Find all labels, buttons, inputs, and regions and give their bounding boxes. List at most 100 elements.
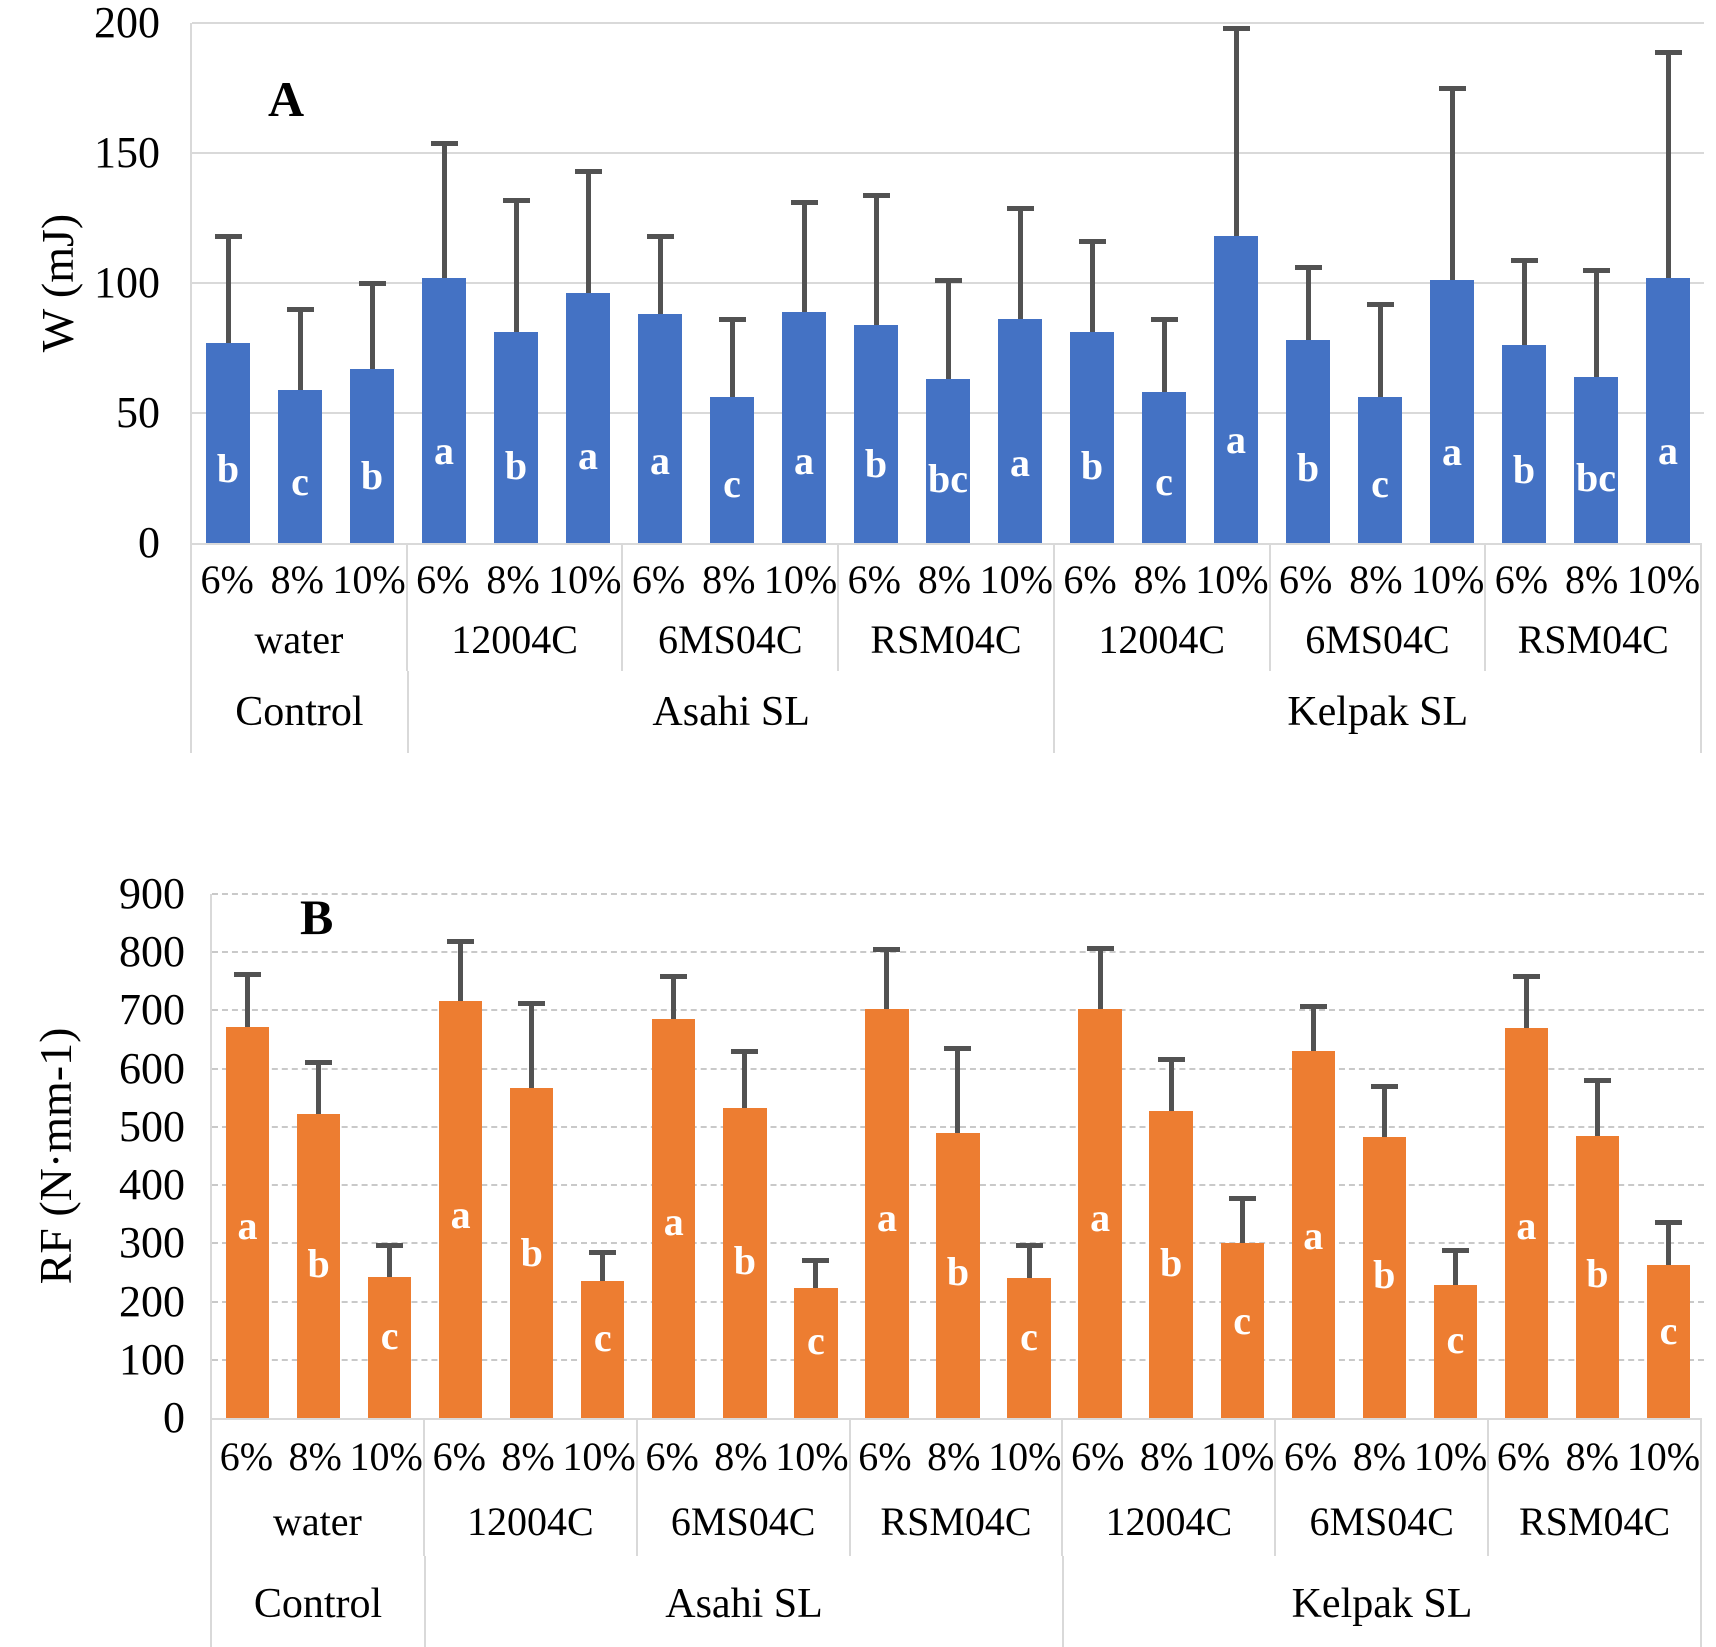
error-bar xyxy=(646,234,674,315)
error-bar-cap xyxy=(1582,268,1610,274)
group-label-row: Control Asahi SL Kelpak SL xyxy=(210,1556,1702,1647)
significance-letter: b xyxy=(360,452,384,498)
bar: b xyxy=(723,1107,767,1418)
significance-letter: b xyxy=(1296,445,1320,491)
dose-labels-cell: 6% 8% 10% xyxy=(848,1420,1061,1486)
bar-slot: a xyxy=(1065,894,1136,1418)
dose-label: 8% xyxy=(1565,1433,1619,1479)
bar-slot: b xyxy=(1136,894,1207,1418)
significance-letter: c xyxy=(723,460,741,506)
bar-slot: a xyxy=(624,23,696,543)
significance-letter: a xyxy=(1226,417,1246,463)
group-label: Control xyxy=(210,1556,424,1647)
error-bar-cap xyxy=(1006,205,1034,211)
error-bar-cap xyxy=(589,1250,617,1256)
error-bar xyxy=(305,1059,333,1114)
significance-letter: a xyxy=(237,1202,258,1248)
group-label: Kelpak SL xyxy=(1053,671,1703,753)
chart-panel-a: A W (mJ) 0 50 100 150 200 b c b a b a a c a b bc a b c a b c… xyxy=(0,0,1716,753)
error-bar-cap xyxy=(862,192,890,198)
significance-letter: c xyxy=(1446,1316,1465,1362)
bar-slot: bc xyxy=(1560,23,1632,543)
dose-label: 6% xyxy=(645,1433,699,1479)
bar: a xyxy=(1646,277,1690,543)
y-tick-label: 900 xyxy=(119,869,185,918)
error-bar-cap xyxy=(1086,945,1114,951)
bar: b xyxy=(494,332,538,543)
treatment-label: 6MS04C xyxy=(1274,1486,1487,1556)
bar-slot: c xyxy=(1420,894,1491,1418)
dose-label: 10% xyxy=(548,556,622,602)
error-bar-cap xyxy=(518,1001,546,1007)
bar: b xyxy=(206,342,250,543)
error-bar xyxy=(358,281,386,369)
dose-label: 8% xyxy=(1133,556,1187,602)
error-bar-cap xyxy=(1294,265,1322,271)
plot-area-a: b c b a b a a c a b bc a b c a b c a b bc a xyxy=(190,22,1704,543)
significance-letter: a xyxy=(876,1194,897,1240)
dose-label: 6% xyxy=(1071,1433,1125,1479)
error-bar-cap xyxy=(731,1049,759,1055)
group-label: Kelpak SL xyxy=(1062,1556,1702,1647)
dose-label: 6% xyxy=(1063,556,1117,602)
significance-letter: c xyxy=(593,1314,612,1360)
y-tick-label: 700 xyxy=(119,985,185,1035)
treatment-label: 12004C xyxy=(405,607,622,671)
bars-row: a b c a b c a b c a b c a b c a b c a b c xyxy=(212,894,1704,1418)
chart-panel-b: B RF (N·mm-1) 0 100 200 300 400 500 600 700 800 9… xyxy=(0,870,1716,1647)
treatment-label-row: water 12004C 6MS04C RSM04C 12004C 6MS04C RSM04… xyxy=(190,607,1703,671)
bar-slot: c xyxy=(994,894,1065,1418)
error-bar xyxy=(862,192,890,325)
bar-slot: b xyxy=(1272,23,1344,543)
x-axis-table-b: 6% 8% 10% 6% 8% 10% 6% 8% 10% 6% 8% 10% 6% 8% 10% 6% 8% 1… xyxy=(210,1418,1703,1647)
gridline xyxy=(212,1009,1704,1012)
treatment-bar-cell: a b c xyxy=(1278,894,1491,1418)
bar: a xyxy=(652,1018,696,1418)
group-label: Asahi SL xyxy=(424,1556,1062,1647)
error-bar-cap xyxy=(1370,1084,1398,1090)
bar-slot: b xyxy=(496,894,567,1418)
treatment-bar-cell: b bc a xyxy=(1488,23,1704,543)
treatment-bar-cell: a b c xyxy=(638,894,851,1418)
dose-label: 8% xyxy=(702,556,756,602)
error-bar-cap xyxy=(234,971,262,977)
treatment-label: 6MS04C xyxy=(1268,607,1485,671)
bar-slot: b xyxy=(1349,894,1420,1418)
bar: b xyxy=(1070,332,1114,543)
bar: c xyxy=(710,397,754,543)
bar: a xyxy=(1291,1050,1335,1418)
bar: c xyxy=(794,1288,838,1418)
bar-slot: b xyxy=(336,23,408,543)
error-bar xyxy=(1512,973,1540,1028)
error-bar xyxy=(1299,1004,1327,1051)
bar: b xyxy=(1149,1110,1193,1418)
bar: bc xyxy=(1574,376,1618,543)
dose-label: 6% xyxy=(858,1433,912,1479)
error-bar-cap xyxy=(286,307,314,313)
bar: b xyxy=(1286,340,1330,543)
error-bar-cap xyxy=(1157,1057,1185,1063)
error-bar xyxy=(731,1049,759,1108)
significance-letter: b xyxy=(1160,1239,1183,1285)
dose-label: 10% xyxy=(1413,1433,1488,1479)
bar: c xyxy=(1358,397,1402,543)
error-bar xyxy=(376,1243,404,1277)
y-tick-label: 800 xyxy=(119,927,185,977)
dose-labels-cell: 6% 8% 10% xyxy=(635,1420,849,1486)
error-bar xyxy=(1078,239,1106,333)
plot-area-b: a b c a b c a b c a b c a b c a b c a b c xyxy=(210,893,1704,1418)
error-bar xyxy=(286,307,314,390)
error-bar-cap xyxy=(802,1258,830,1264)
error-bar-cap xyxy=(358,281,386,287)
bar-slot: b xyxy=(192,23,264,543)
error-bar-cap xyxy=(1438,86,1466,92)
bar-slot: a xyxy=(425,894,496,1418)
error-bar-cap xyxy=(1150,317,1178,323)
group-label: Asahi SL xyxy=(406,671,1054,753)
group-label-row: Control Asahi SL Kelpak SL xyxy=(190,671,1703,753)
dose-label: 10% xyxy=(349,1433,423,1479)
error-bar xyxy=(589,1250,617,1281)
